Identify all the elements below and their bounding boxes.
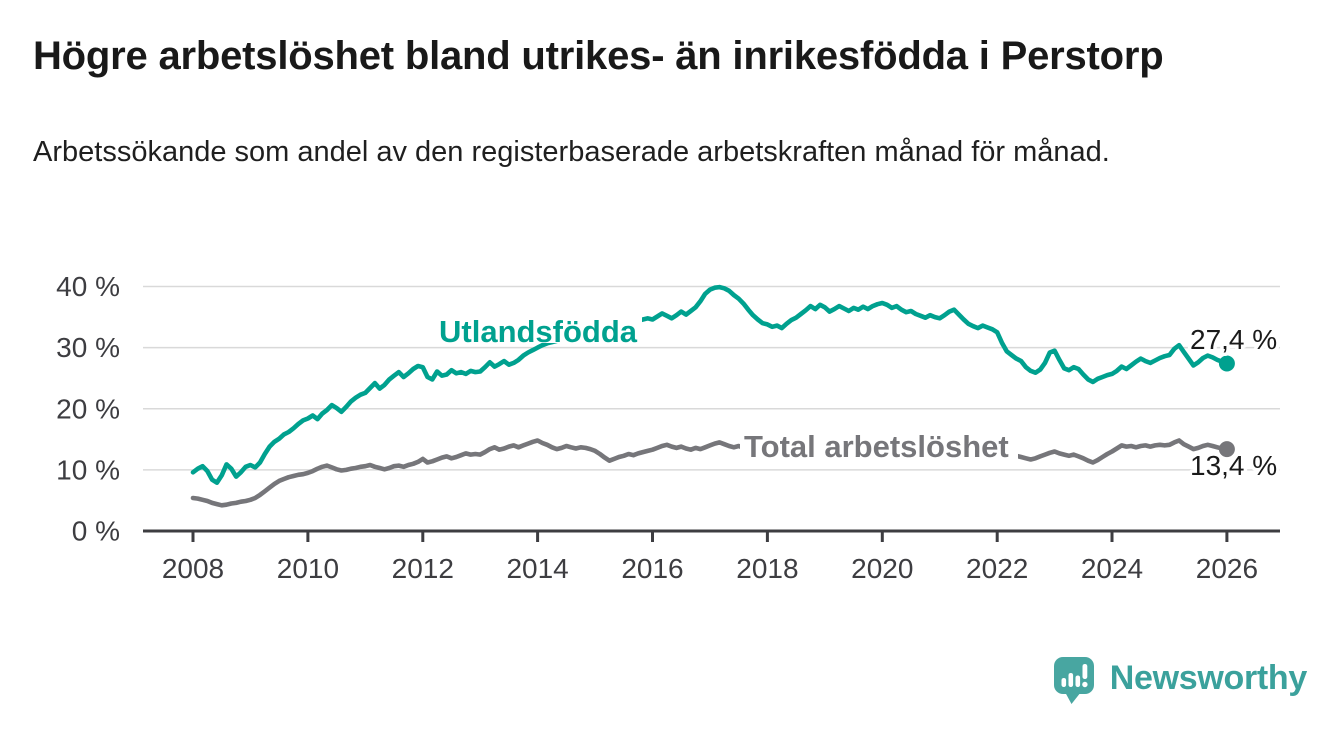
chart-subtitle: Arbetssökande som andel av den registerb… <box>33 136 1110 168</box>
series-label-total: Total arbetslöshet <box>744 429 1009 464</box>
x-axis-label: 2020 <box>851 553 913 584</box>
series-end-value: 13,4 % <box>1190 450 1277 481</box>
series-end-dot <box>1218 355 1235 372</box>
x-axis-label: 2010 <box>277 553 339 584</box>
brand-name: Newsworthy <box>1109 658 1308 697</box>
y-axis-label: 30 % <box>56 332 120 363</box>
y-axis-label: 40 % <box>56 271 120 302</box>
y-axis-label: 0 % <box>72 516 120 547</box>
newsworthy-brand: Newsworthy <box>1051 654 1307 706</box>
series-label-mask <box>740 433 1018 460</box>
x-axis-label: 2012 <box>392 553 454 584</box>
series-line-utlandsfodda <box>190 284 1230 486</box>
x-axis-label: 2014 <box>506 553 568 584</box>
x-axis-label: 2008 <box>162 553 224 584</box>
x-axis-label: 2024 <box>1081 553 1143 584</box>
series-end-dot <box>1218 441 1235 458</box>
series-line-total <box>190 436 1230 508</box>
x-axis-label: 2022 <box>966 553 1028 584</box>
newsworthy-logo-icon <box>1053 657 1094 704</box>
x-axis-label: 2026 <box>1196 553 1258 584</box>
series-end-value: 27,4 % <box>1190 324 1277 355</box>
y-axis-label: 20 % <box>56 393 120 424</box>
x-axis-label: 2018 <box>736 553 798 584</box>
y-axis-label: 10 % <box>56 454 120 485</box>
chart-title: Högre arbetslöshet bland utrikes- än inr… <box>33 34 1164 78</box>
series-label-mask <box>430 311 642 343</box>
series-label-utlandsfodda: Utlandsfödda <box>439 314 638 349</box>
x-axis-label: 2016 <box>621 553 683 584</box>
